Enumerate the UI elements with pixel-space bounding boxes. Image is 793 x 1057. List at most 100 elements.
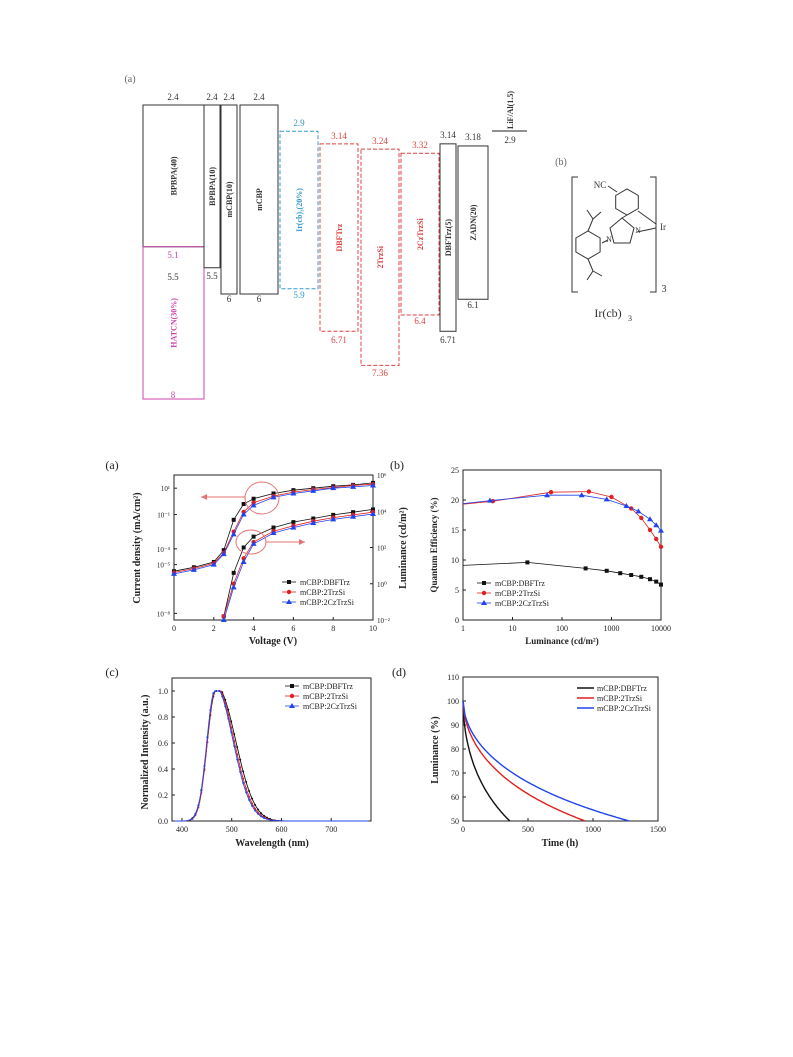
data-point (248, 790, 251, 793)
data-point (220, 551, 227, 557)
series-line (462, 494, 662, 531)
nc-group: NC (594, 180, 607, 190)
layer-name: HATCN(30%) (170, 298, 179, 348)
legend-label: mCBP:2CzTrzSi (300, 598, 355, 607)
data-point (220, 617, 227, 622)
y-tick-label: 10⁻⁴ (157, 546, 171, 554)
data-point (227, 708, 230, 711)
y-axis-label: Normalized Intensity (a.u.) (140, 695, 151, 810)
bond (637, 210, 657, 225)
layer-name: BPBPA(10) (208, 167, 217, 206)
plot-frame (462, 469, 662, 621)
data-point (647, 516, 654, 522)
data-point (190, 566, 197, 572)
data-point (270, 530, 277, 535)
legend-label: mCBP:2TrzSi (597, 694, 643, 703)
data-point (653, 522, 660, 528)
x-axis-label: Wavelength (nm) (235, 838, 309, 849)
lumo-label: 2.4 (206, 92, 218, 102)
lumo-label: 2.4 (167, 92, 179, 102)
data-point (263, 817, 266, 820)
data-point (221, 548, 226, 553)
data-point (241, 502, 246, 506)
y-tick-label: 5 (455, 586, 459, 595)
data-point (350, 483, 357, 489)
chart-el-spectra: (c) 400 500 600 700 0.0 0.2 0.4 0.6 0.8 1.0 Wavelen… (105, 665, 372, 849)
series-line (462, 700, 630, 822)
bracket-right (650, 176, 657, 293)
panel-label: (a) (105, 458, 118, 472)
data-point (310, 487, 317, 493)
y-tick-label: 0.0 (158, 817, 168, 826)
data-point (236, 753, 239, 756)
layer-name: BPBPA(40) (170, 156, 179, 195)
layer-name: ZADN(20) (469, 204, 478, 240)
annotation-arrowhead (299, 539, 305, 545)
energy-level-box (400, 152, 440, 316)
homo-label: 6 (227, 294, 232, 304)
data-point (290, 684, 294, 688)
data-point (271, 491, 276, 496)
series-line (223, 509, 374, 617)
data-point (330, 485, 337, 491)
data-point (197, 804, 200, 807)
data-point (242, 777, 245, 780)
data-point (544, 492, 551, 498)
data-point (350, 513, 357, 519)
bracket-left (571, 176, 578, 293)
data-point (609, 494, 614, 500)
homo-label: 5.5 (206, 271, 218, 281)
data-point (203, 765, 206, 768)
energy-level-box (203, 104, 221, 269)
data-point (191, 817, 194, 820)
series-line (174, 690, 369, 822)
data-point (351, 510, 356, 515)
lumo-label: 3.14 (331, 131, 347, 141)
data-point (231, 517, 236, 522)
data-point (254, 809, 257, 812)
x-axis-label: Voltage (V) (249, 636, 297, 647)
energy-level-box (220, 104, 238, 295)
series-line (223, 513, 374, 621)
data-point (271, 525, 276, 530)
data-point (286, 589, 292, 595)
layer-name: Ir(cb)₃(20%) (295, 188, 304, 232)
chart-lifetime: (d) 0 500 1000 1500 50 60 70 80 90 100 110 Time (h) L… (392, 665, 666, 849)
x-tick-label: 500 (226, 825, 238, 834)
data-point (241, 545, 246, 550)
x-tick-label: 400 (176, 825, 188, 834)
chart-jvl: (a) 0 2 4 6 8 10 10⁻⁸ 10⁻⁵ 10⁻⁴ 10⁻¹ 10¹ 10⁻² 10⁰ 10² 1… (105, 458, 409, 647)
plot-frame (171, 677, 372, 822)
imidazole-ring (609, 217, 635, 244)
y2-axis-label: Luminance (cd/m²) (398, 507, 409, 589)
series-line (462, 561, 662, 585)
homo-label: 5.9 (293, 290, 305, 300)
x-tick-label: 0 (172, 624, 176, 633)
data-point (647, 527, 653, 533)
y2-tick-label: 10⁻² (377, 617, 390, 625)
legend-label: mCBP:2TrzSi (303, 692, 349, 701)
data-point (251, 534, 256, 539)
x-tick-label: 6 (291, 624, 295, 633)
y-tick-label: 10⁻¹ (157, 512, 170, 520)
energy-level-box (360, 148, 400, 366)
data-point (525, 560, 530, 565)
homo-label: 7.36 (372, 368, 388, 378)
layer-name: mCBP (255, 188, 264, 211)
data-point (251, 804, 254, 807)
data-point (239, 758, 242, 761)
x-tick-label: 700 (325, 825, 337, 834)
x-tick-label: 10000 (651, 624, 671, 633)
series-line (223, 511, 374, 617)
x-tick-label: 10 (369, 624, 377, 633)
isopropyl (586, 209, 602, 232)
lumo-label: 3.32 (412, 140, 428, 150)
data-point (629, 573, 634, 577)
data-point (287, 580, 291, 584)
series-line (462, 700, 511, 822)
y-tick-label: 20 (451, 496, 459, 505)
x-tick-label: 4 (252, 624, 256, 633)
x-tick-label: 1000 (585, 825, 601, 834)
panel-label: (a) (124, 74, 135, 85)
legend-label: mCBP:DBFTrz (303, 682, 353, 691)
